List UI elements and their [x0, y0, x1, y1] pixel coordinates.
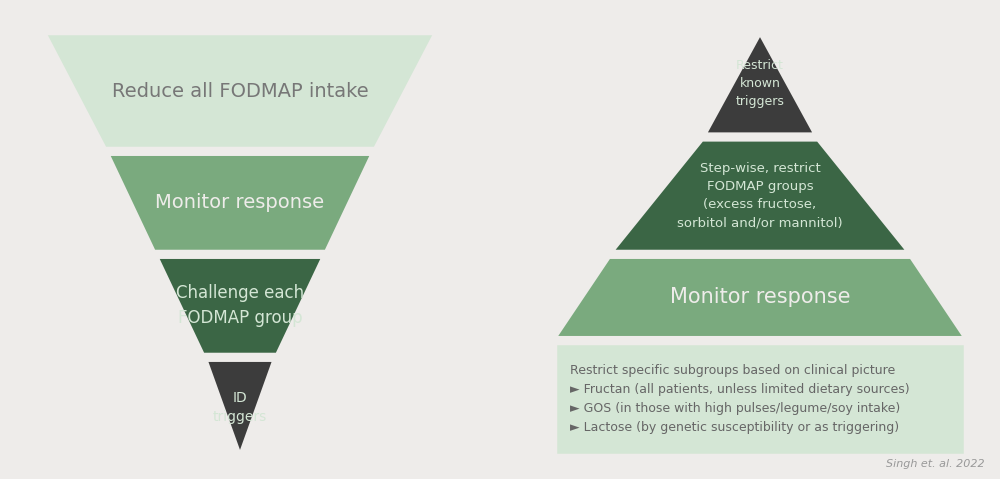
Text: Restrict
known
triggers: Restrict known triggers: [736, 59, 784, 108]
Polygon shape: [612, 140, 908, 251]
Polygon shape: [206, 360, 274, 455]
Text: Reduce all FODMAP intake: Reduce all FODMAP intake: [112, 81, 368, 101]
Polygon shape: [555, 257, 965, 338]
Polygon shape: [705, 34, 815, 134]
Text: Step-wise, restrict
FODMAP groups
(excess fructose,
sorbitol and/or mannitol): Step-wise, restrict FODMAP groups (exces…: [677, 162, 843, 229]
Polygon shape: [45, 34, 435, 148]
Polygon shape: [555, 343, 965, 455]
Text: Monitor response: Monitor response: [670, 287, 850, 308]
Text: Restrict specific subgroups based on clinical picture
► Fructan (all patients, u: Restrict specific subgroups based on cli…: [570, 364, 910, 434]
Text: Monitor response: Monitor response: [155, 194, 325, 212]
Polygon shape: [108, 154, 372, 251]
Text: Singh et. al. 2022: Singh et. al. 2022: [886, 459, 985, 469]
Text: ID
triggers: ID triggers: [213, 391, 267, 424]
Polygon shape: [157, 257, 323, 354]
Text: Challenge each
FODMAP group: Challenge each FODMAP group: [176, 285, 304, 327]
